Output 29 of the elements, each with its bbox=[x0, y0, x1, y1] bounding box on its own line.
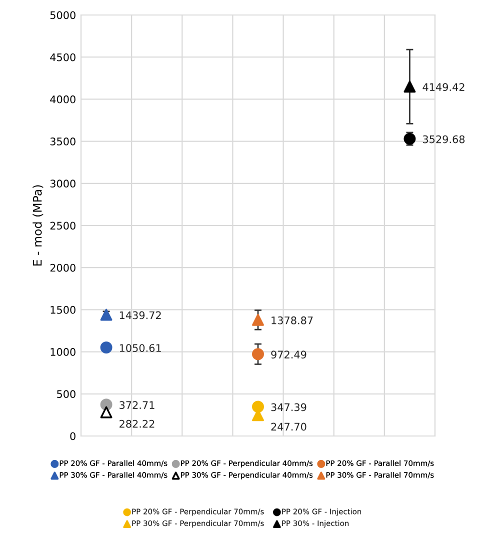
y-axis-title: E - mod (MPa) bbox=[32, 185, 44, 266]
point bbox=[100, 406, 112, 418]
data-label: 282.22 bbox=[120, 420, 154, 428]
y-tick-label: 1000 bbox=[50, 348, 76, 356]
data-label: 3529.68 bbox=[423, 135, 465, 144]
y-tick-label: 3000 bbox=[50, 180, 76, 188]
y-tick-label: 3500 bbox=[50, 138, 76, 146]
point bbox=[252, 314, 264, 326]
point bbox=[252, 400, 264, 413]
data-label: 1378.87 bbox=[272, 316, 313, 324]
data-label: 347.39 bbox=[271, 403, 306, 412]
data-label: 4149.42 bbox=[422, 83, 464, 92]
y-tick-label: 500 bbox=[57, 390, 76, 398]
data-label: 972.49 bbox=[271, 350, 306, 359]
data-label: 247.70 bbox=[271, 422, 306, 431]
data-label: 372.71 bbox=[120, 401, 154, 410]
point bbox=[404, 80, 416, 93]
y-tick-label: 4000 bbox=[50, 95, 76, 104]
y-tick-label: 4500 bbox=[50, 53, 76, 62]
data-label: 1050.61 bbox=[120, 344, 161, 352]
point bbox=[252, 348, 264, 360]
point bbox=[100, 342, 112, 354]
y-tick-label: 0 bbox=[70, 432, 76, 440]
y-tick-label: 2000 bbox=[50, 264, 76, 272]
point bbox=[100, 308, 112, 321]
data-label: 1439.72 bbox=[120, 311, 161, 320]
y-tick-label: 1500 bbox=[50, 306, 76, 314]
y-tick-label: 5000 bbox=[50, 11, 76, 20]
y-tick-label: 2500 bbox=[50, 222, 76, 230]
